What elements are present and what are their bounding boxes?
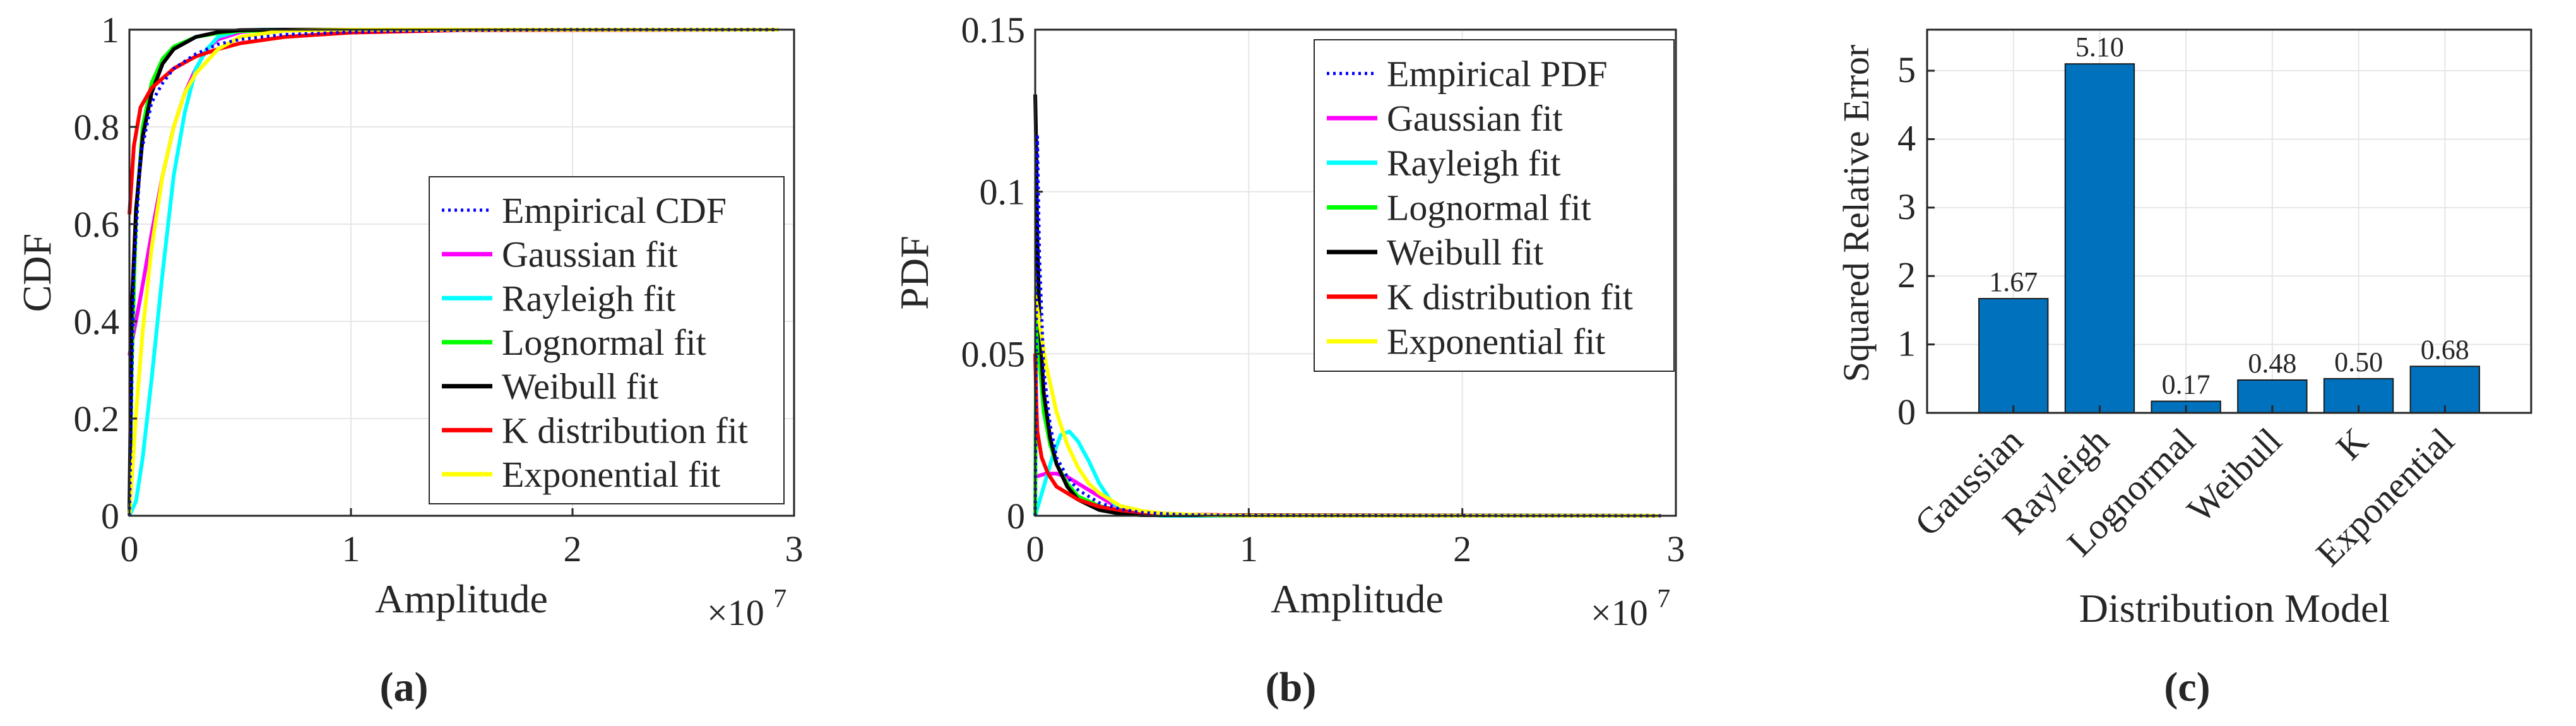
a-y-tick-label: 0.8 (74, 107, 120, 148)
b-x-tick-label: 3 (1667, 528, 1685, 569)
b-y-tick-label: 0.15 (961, 9, 1026, 51)
a-legend-label: K distribution fit (502, 410, 748, 451)
b-x-tick-label: 1 (1240, 528, 1258, 569)
c-y-tick-label: 1 (1897, 323, 1916, 364)
a-legend-label: Exponential fit (502, 454, 720, 495)
panel-a-ylabel: CDF (15, 234, 59, 312)
panel-b-ylabel: PDF (892, 235, 937, 309)
c-bar-value-label: 0.50 (2334, 347, 2383, 378)
b-y-tick-label: 0 (1007, 496, 1025, 537)
panel-b-subfigure-label: (b) (1266, 664, 1317, 710)
panel-b-x-multiplier-base: ×10 (1591, 592, 1648, 633)
panel-c-ylabel: Squared Relative Error (1836, 45, 1877, 383)
a-x-tick-label: 0 (121, 528, 139, 569)
b-legend-label: K distribution fit (1387, 277, 1633, 318)
c-y-tick-label: 0 (1897, 391, 1916, 432)
c-y-tick-label: 5 (1897, 49, 1916, 90)
panel-b-ticks: 0 1 2 3 0 0.05 0.1 0.15 (961, 9, 1685, 569)
a-legend-label: Rayleigh fit (502, 278, 675, 319)
b-legend-label: Lognormal fit (1387, 187, 1591, 229)
c-x-tick-label: Exponential (2308, 420, 2462, 574)
c-bar-value-label: 1.67 (1989, 266, 2038, 297)
c-x-tick-label: Weibull (2179, 420, 2289, 530)
panel-a-x-multiplier-exponent: 7 (773, 585, 786, 614)
c-bar-value-label: 0.48 (2248, 348, 2296, 379)
a-x-tick-label: 1 (342, 528, 360, 569)
panel-b-axes-border (1034, 28, 1677, 517)
c-y-tick-label: 3 (1897, 186, 1916, 227)
panel-b-x-multiplier-exponent: 7 (1657, 585, 1670, 614)
b-legend-label: Gaussian fit (1387, 98, 1563, 139)
b-x-tick-label: 2 (1453, 528, 1471, 569)
c-bar-gaussian (1978, 297, 2049, 414)
a-legend-label: Empirical CDF (502, 190, 727, 231)
a-legend-label: Gaussian fit (502, 234, 678, 275)
b-legend-label: Weibull fit (1387, 232, 1543, 273)
c-bar-rayleigh (2064, 63, 2135, 414)
c-y-tick-label: 4 (1897, 117, 1916, 158)
c-bar-exponential (2409, 366, 2480, 414)
panel-c-subfigure-label: (c) (2164, 664, 2210, 710)
b-y-tick-label: 0.05 (961, 333, 1026, 374)
panel-c-xlabel: Distribution Model (2079, 586, 2390, 631)
b-series-line-weibull-fit (1033, 94, 1661, 518)
a-legend-label: Weibull fit (502, 366, 658, 407)
a-legend-label: Lognormal fit (502, 322, 706, 363)
a-y-tick-label: 0.6 (74, 204, 120, 245)
a-x-tick-label: 2 (564, 528, 582, 569)
panel-b-pdf-chart: 0 1 2 3 0 0.05 0.1 0.15 Amplitude PDF ×10 7 Emp… (892, 9, 1685, 710)
b-series-line-empirical-pdf (1033, 134, 1661, 518)
panel-a-x-multiplier: ×10 7 (707, 585, 786, 633)
c-y-tick-label: 2 (1897, 254, 1916, 295)
a-y-tick-label: 0 (101, 496, 119, 537)
panel-b-xlabel: Amplitude (1271, 576, 1444, 621)
b-y-tick-label: 0.1 (980, 172, 1026, 213)
a-series-line-empirical-cdf (128, 28, 779, 516)
a-x-tick-label: 3 (785, 528, 804, 569)
c-x-tick-label: K (2328, 420, 2376, 468)
b-legend-label: Empirical PDF (1387, 53, 1608, 94)
panel-a-axes-border (128, 28, 795, 517)
a-y-tick-label: 0.4 (74, 301, 120, 342)
a-y-tick-label: 1 (101, 9, 119, 51)
b-legend-label: Rayleigh fit (1387, 143, 1560, 184)
c-bar-value-label: 5.10 (2075, 32, 2124, 62)
panel-b-x-multiplier: ×10 7 (1591, 585, 1670, 633)
b-legend-label: Exponential fit (1387, 321, 1605, 362)
a-y-tick-label: 0.2 (74, 398, 120, 439)
panel-a-x-multiplier-base: ×10 (707, 592, 764, 633)
panel-a-subfigure-label: (a) (380, 664, 429, 710)
c-bar-value-label: 0.68 (2421, 334, 2469, 365)
panel-c-axes-border (1926, 28, 2532, 414)
b-x-tick-label: 0 (1026, 528, 1045, 569)
panel-a-ticks: 0 1 2 3 0 0.2 0.4 0.6 0.8 1 (74, 9, 804, 569)
panel-c-bar-chart: 1.675.100.170.48 0.50 0.68 012345GaussianR… (1836, 28, 2532, 710)
c-bar-value-label: 0.17 (2162, 369, 2211, 400)
panel-a-cdf-chart: 0 1 2 3 0 0.2 0.4 0.6 0.8 1 Amplitude CDF ×10 7 E… (15, 9, 804, 710)
panel-a-xlabel: Amplitude (375, 576, 548, 621)
